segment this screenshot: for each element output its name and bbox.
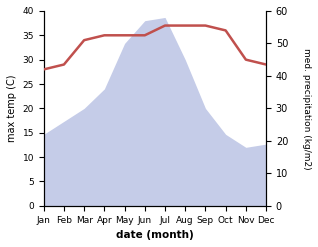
X-axis label: date (month): date (month) [116, 230, 194, 240]
Y-axis label: med. precipitation (kg/m2): med. precipitation (kg/m2) [302, 48, 311, 169]
Y-axis label: max temp (C): max temp (C) [7, 75, 17, 142]
